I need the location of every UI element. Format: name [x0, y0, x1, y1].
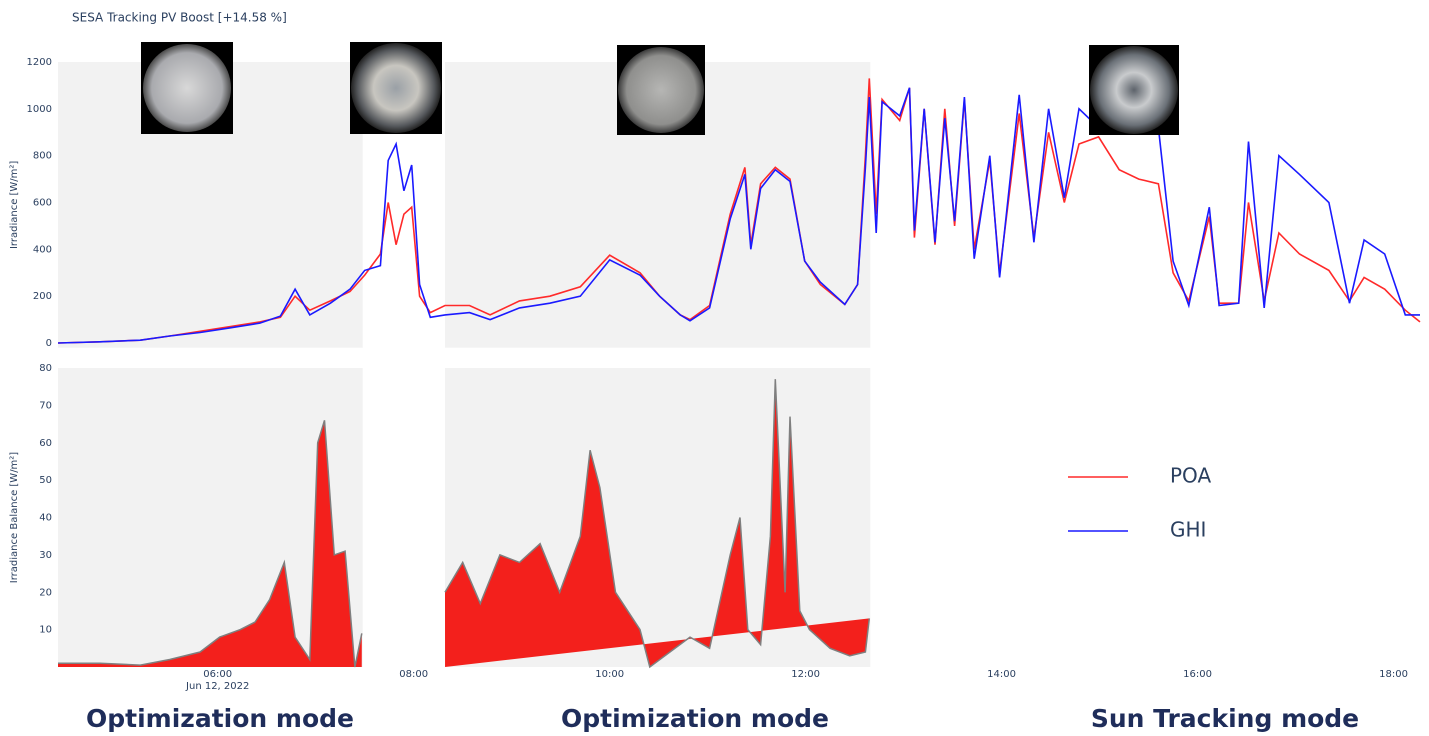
series-line: [57, 87, 1420, 344]
y-axis-label: Irradiance Balance [W/m²]: [9, 452, 20, 584]
x-date-label: Jun 12, 2022: [185, 681, 249, 692]
y-tick-label: 400: [33, 244, 52, 255]
x-tick-label: 08:00: [399, 669, 428, 680]
y-tick-label: 600: [33, 198, 52, 209]
y-tick-label: 1000: [27, 104, 52, 115]
sky-images: [141, 42, 1179, 135]
y-tick-label: 40: [39, 513, 52, 524]
sky-image: [143, 44, 231, 132]
mode-annotation: Optimization mode: [561, 704, 829, 733]
balance-area: [58, 379, 870, 667]
y-tick-label: 200: [33, 291, 52, 302]
balance-line: [58, 379, 871, 669]
plots: 0 200 400 600 800 1000 1200 Irradiance [W/m²] PO…: [9, 57, 1421, 733]
sky-image: [1090, 46, 1178, 134]
y-axis-label: Irradiance [W/m²]: [9, 161, 20, 249]
y-tick-label: 50: [39, 475, 52, 486]
x-tick-label: 12:00: [791, 669, 820, 680]
sky-image: [351, 43, 441, 133]
y-tick-label: 60: [39, 438, 52, 449]
x-tick-label: 18:00: [1379, 669, 1408, 680]
chart-title: SESA Tracking PV Boost [+14.58 %]: [72, 11, 287, 25]
y-tick-label: 0: [46, 338, 52, 349]
x-tick-label: 10:00: [595, 669, 624, 680]
y-tick-label: 10: [39, 625, 52, 636]
y-tick-label: 20: [39, 587, 52, 598]
x-tick-label: 06:00: [203, 669, 232, 680]
legend-label: GHI: [1170, 518, 1206, 542]
mode-annotation: Sun Tracking mode: [1091, 704, 1359, 733]
y-tick-label: 30: [39, 550, 52, 561]
sky-image: [618, 47, 704, 133]
y-tick-label: 70: [39, 400, 52, 411]
y-tick-label: 80: [39, 363, 52, 374]
y-tick-label: 800: [33, 151, 52, 162]
x-tick-label: 14:00: [987, 669, 1016, 680]
y-tick-label: 1200: [27, 57, 52, 68]
mode-annotation: Optimization mode: [86, 704, 354, 733]
x-tick-label: 16:00: [1183, 669, 1212, 680]
legend-label: POA: [1170, 464, 1211, 488]
